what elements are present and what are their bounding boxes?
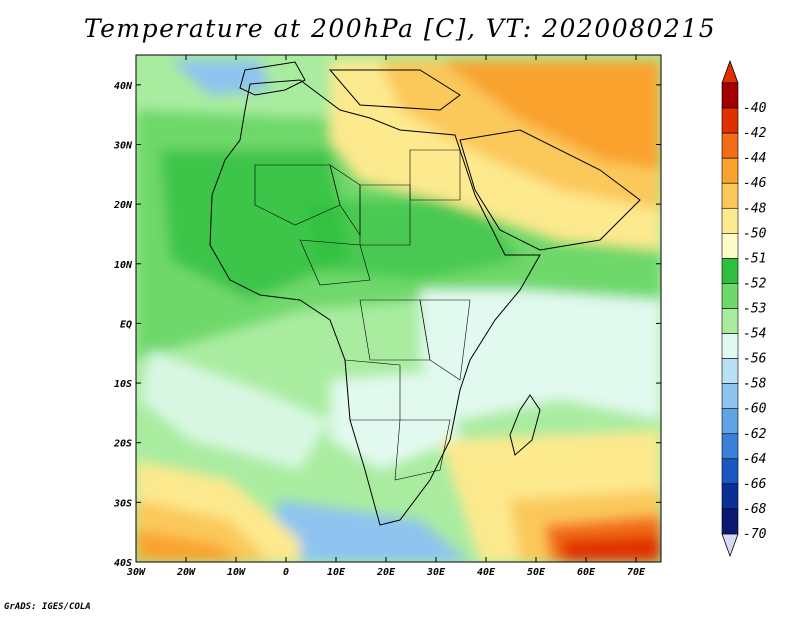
country-borders (254, 149, 471, 481)
colorbar-swatch (721, 358, 739, 384)
y-tick-label: 20N (113, 200, 133, 211)
colorbar-swatch (721, 233, 739, 259)
zone-minus58-north (170, 60, 270, 95)
colorbar-swatch (721, 107, 739, 134)
colorbar-label: -70 (743, 527, 767, 542)
colorbar-label: -58 (743, 377, 767, 392)
y-axis: 40N 30N 20N 10N EQ 10S 20S 30S 40S (113, 81, 661, 569)
x-tick-label: 20E (376, 567, 396, 578)
y-tick-label: 30N (113, 140, 133, 151)
colorbar-swatch (721, 483, 739, 510)
x-tick-label: 30E (426, 567, 446, 578)
x-axis: 30W 20W 10W 0 10E 20E 30E 40E 50E 60E 70E (126, 55, 646, 578)
colorbar-swatch (721, 458, 739, 485)
colorbar-label: -44 (743, 151, 766, 166)
zone-minus53-west (160, 150, 350, 300)
temperature-field (136, 55, 661, 562)
colorbar-label: -68 (743, 502, 767, 517)
colorbar-swatch (721, 82, 739, 109)
x-tick-label: 0 (283, 567, 289, 578)
colorbar: -40 -42 -44 -46 -48 -50 -51 -52 -53 -54 -56 -58 -60 -… (721, 59, 767, 558)
colorbar-label: -66 (743, 477, 767, 492)
zone-minus56-east (420, 290, 661, 420)
africa-outline (209, 79, 541, 526)
y-tick-label: 10S (114, 379, 132, 390)
colorbar-label: -54 (743, 327, 766, 342)
mediterranean-outline (328, 69, 461, 111)
y-tick-label: 30S (113, 498, 132, 509)
colorbar-label: -52 (743, 276, 767, 291)
map-title: Temperature at 200hPa [C], VT: 202008021… (83, 14, 717, 43)
zone-minus46-southwest (136, 530, 240, 562)
colorbar-label: -62 (743, 427, 767, 442)
footer-credit: GrADS: IGES/COLA (4, 602, 91, 612)
colorbar-label: -56 (743, 352, 767, 367)
madagascar-outline (509, 394, 541, 456)
zone-minus42-southeast (560, 535, 661, 562)
y-tick-label: 40N (114, 81, 133, 92)
colorbar-swatch (721, 433, 739, 460)
y-tick-label: 10N (114, 260, 133, 271)
colorbar-label: -48 (743, 201, 767, 216)
colorbar-top-arrow (721, 59, 739, 84)
colorbar-swatch (721, 333, 739, 359)
x-tick-label: 70E (627, 567, 646, 578)
colorbar-label: -50 (743, 226, 767, 241)
zone-minus46 (440, 60, 661, 170)
colorbar-label: -64 (743, 452, 766, 467)
x-tick-label: 30W (126, 567, 146, 578)
y-tick-label: 20S (113, 439, 132, 450)
colorbar-swatch (721, 283, 739, 309)
colorbar-swatch (721, 157, 739, 184)
colorbar-swatch (721, 258, 739, 284)
zone-minus56-atlantic (140, 350, 330, 470)
colorbar-swatch (721, 383, 739, 410)
zone-minus58-south (260, 500, 470, 562)
plot-frame (135, 54, 662, 563)
x-tick-label: 10W (227, 567, 246, 578)
y-tick-label: 40S (114, 558, 132, 569)
x-tick-label: 40E (477, 567, 496, 578)
colorbar-swatch (721, 508, 739, 535)
x-tick-label: 20W (176, 567, 196, 578)
colorbar-swatch (721, 132, 739, 159)
colorbar-label: -51 (743, 251, 766, 266)
arabia-outline (459, 129, 641, 251)
x-tick-label: 60E (577, 567, 596, 578)
colorbar-label: -46 (743, 176, 767, 191)
colorbar-swatch (721, 308, 739, 334)
x-tick-label: 50E (527, 567, 546, 578)
colorbar-label: -42 (743, 126, 767, 141)
colorbar-label: -40 (743, 101, 767, 116)
y-tick-label: EQ (120, 319, 132, 330)
x-tick-label: 10E (327, 567, 346, 578)
colorbar-swatch (721, 408, 739, 435)
colorbar-label: -60 (743, 402, 767, 417)
coastlines (209, 61, 641, 526)
iberia-outline (239, 61, 306, 96)
colorbar-swatch (721, 182, 739, 209)
colorbar-bottom-arrow (721, 533, 739, 558)
colorbar-swatch (721, 207, 739, 234)
colorbar-label: -53 (743, 302, 766, 317)
